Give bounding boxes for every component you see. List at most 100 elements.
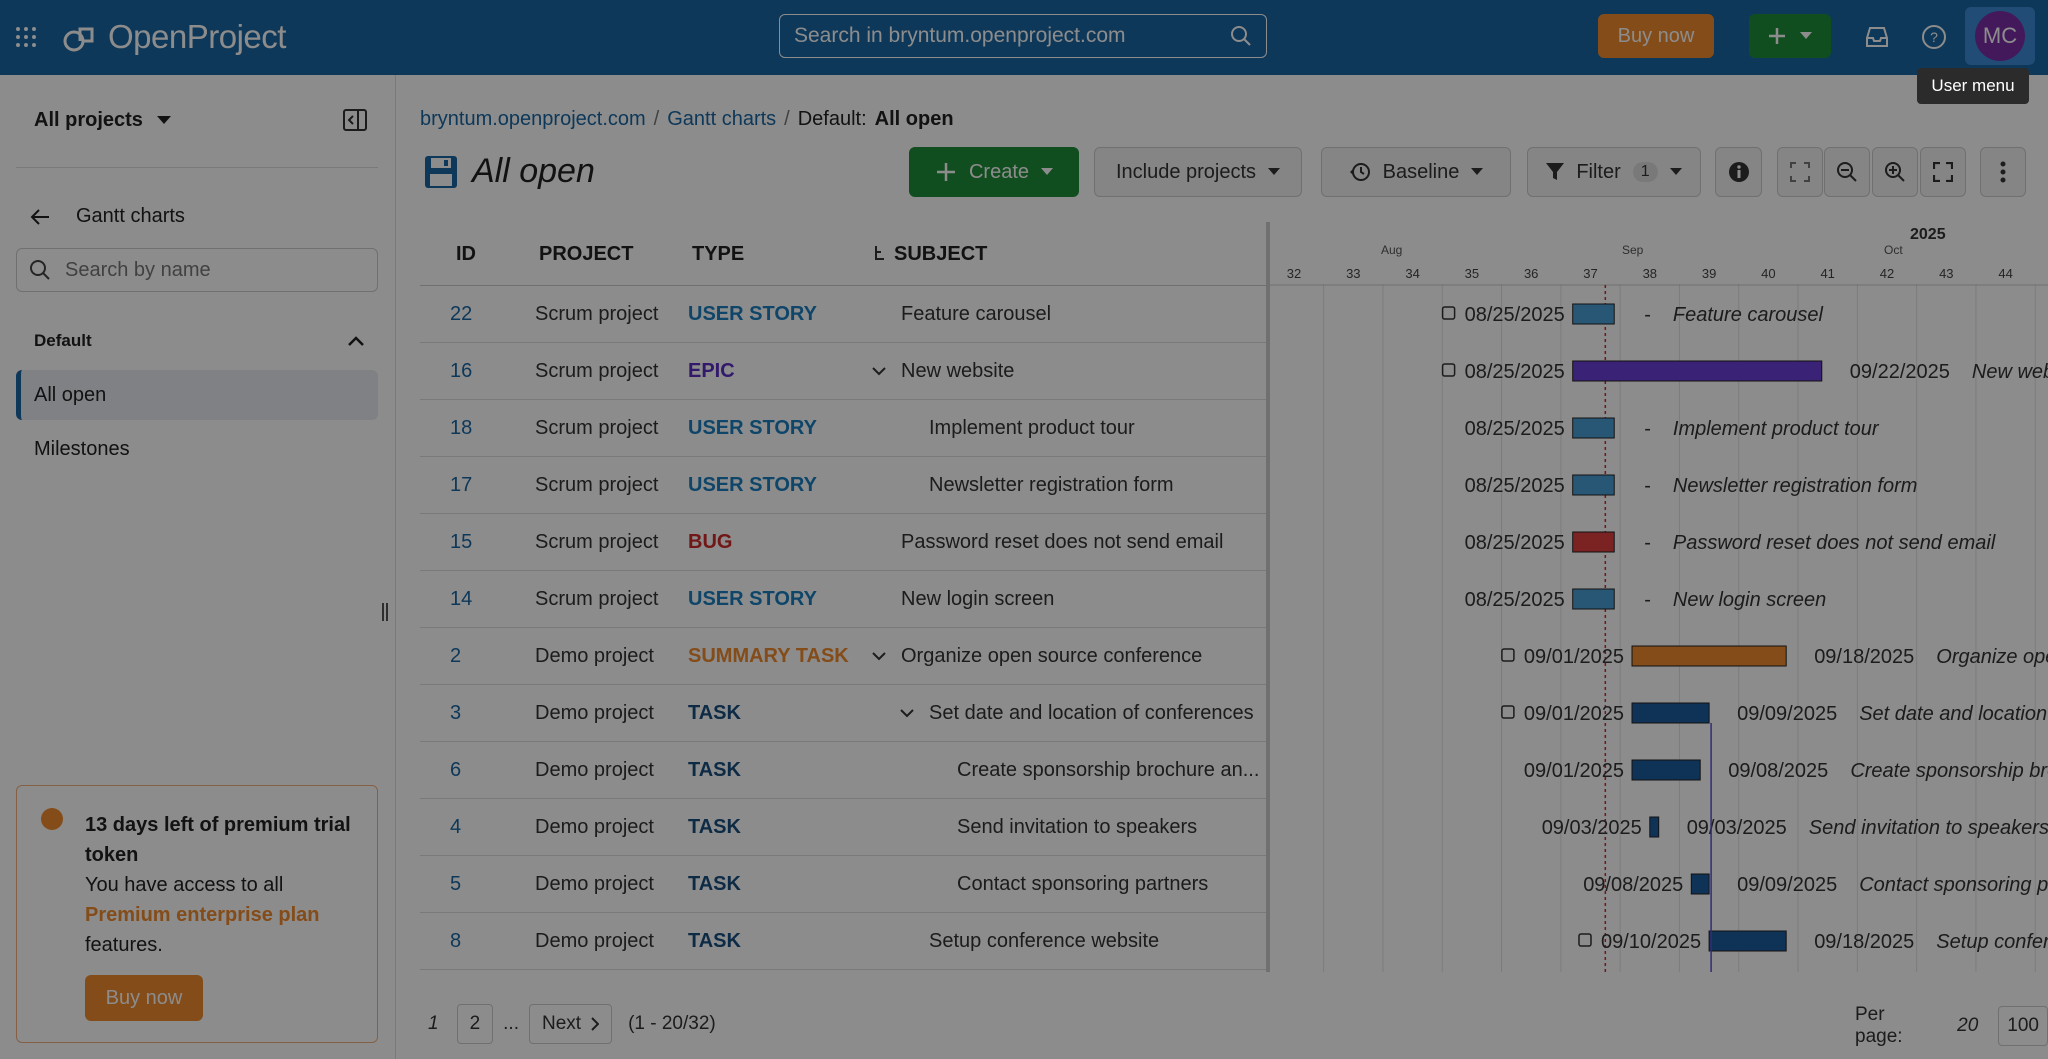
row-id-link[interactable]: 18 [450, 417, 473, 439]
row-subject[interactable]: Send invitation to speakers [957, 816, 1198, 838]
column-header-project[interactable]: PROJECT [539, 242, 634, 265]
row-subject[interactable]: Newsletter registration form [929, 474, 1174, 496]
table-row[interactable]: 14 Scrum project USER STORY New login scree… [420, 571, 1266, 628]
premium-plan-link[interactable]: Premium enterprise plan [85, 904, 320, 926]
filter-button[interactable]: Filter 1 [1527, 147, 1701, 197]
baseline-button[interactable]: Baseline [1321, 147, 1511, 197]
breadcrumb-site[interactable]: bryntum.openproject.com [420, 108, 646, 130]
gantt-bar[interactable] [1572, 303, 1615, 325]
create-label: Create [968, 160, 1030, 183]
row-subject[interactable]: New login screen [901, 588, 1055, 610]
gantt-bar[interactable] [1572, 474, 1615, 496]
gantt-bar[interactable] [1649, 816, 1660, 838]
row-id-link[interactable]: 2 [450, 645, 462, 667]
row-type: EPIC [688, 360, 735, 382]
row-subject[interactable]: New website [901, 360, 1015, 382]
row-id-link[interactable]: 4 [450, 816, 462, 838]
column-header-subject[interactable]: SUBJECT [874, 222, 987, 286]
row-type: USER STORY [688, 588, 817, 610]
breadcrumb-gantt[interactable]: Gantt charts [667, 108, 777, 130]
sidebar-section-default[interactable]: Default [34, 331, 364, 351]
global-search-input[interactable]: Search in bryntum.openproject.com [779, 14, 1267, 58]
row-subject[interactable]: Create sponsorship brochure an... [957, 759, 1260, 781]
per-page-100[interactable]: 100 [1998, 1006, 2048, 1046]
table-row[interactable]: 22 Scrum project USER STORY Feature carouse… [420, 286, 1266, 343]
gantt-chart[interactable]: 2025 Aug Sep Oct 32 33 34 35 36 37 38 39 40 41 42 43 44 0… [1266, 222, 2048, 972]
table-row[interactable]: 16 Scrum project EPIC New website [420, 343, 1266, 400]
expand-chevron-icon[interactable] [872, 652, 886, 661]
row-id-link[interactable]: 5 [450, 873, 462, 895]
expand-chevron-icon[interactable] [900, 709, 914, 718]
back-to-gantt-link[interactable]: Gantt charts [30, 205, 185, 228]
gantt-bar[interactable] [1631, 645, 1787, 667]
zoom-in-button[interactable] [1872, 147, 1918, 197]
gantt-bar[interactable] [1690, 873, 1710, 895]
column-header-id[interactable]: ID [456, 242, 476, 265]
table-row[interactable]: 5 Demo project TASK Contact sponsoring part… [420, 856, 1266, 913]
per-page-20[interactable]: 20 [1957, 1015, 1979, 1036]
quick-add-button[interactable] [1749, 14, 1831, 58]
table-row[interactable]: 15 Scrum project BUG Password reset does no… [420, 514, 1266, 571]
next-page-button[interactable]: Next [529, 1004, 613, 1044]
row-id-link[interactable]: 22 [450, 303, 473, 325]
trial-buy-now-button[interactable]: Buy now [85, 975, 203, 1021]
save-icon[interactable] [424, 155, 458, 189]
row-id-link[interactable]: 17 [450, 474, 473, 496]
column-header-type[interactable]: TYPE [692, 242, 745, 265]
table-row[interactable]: 3 Demo project TASK Set date and location o… [420, 685, 1266, 742]
zoom-auto-button[interactable] [1777, 147, 1823, 197]
row-id-link[interactable]: 8 [450, 930, 462, 952]
help-icon[interactable]: ? [1921, 24, 1947, 50]
table-row[interactable]: 6 Demo project TASK Create sponsorship broc… [420, 742, 1266, 799]
gantt-start-date: 08/25/2025 [1465, 532, 1565, 554]
table-row[interactable]: 4 Demo project TASK Send invitation to spea… [420, 799, 1266, 856]
gantt-bar[interactable] [1708, 930, 1787, 952]
row-subject[interactable]: Password reset does not send email [901, 531, 1224, 553]
row-id-link[interactable]: 15 [450, 531, 473, 553]
sidebar-resize-handle[interactable] [380, 603, 390, 621]
gantt-bar[interactable] [1572, 417, 1615, 439]
row-subject[interactable]: Set date and location of conferences [929, 702, 1254, 724]
table-row[interactable]: 18 Scrum project USER STORY Implement produ… [420, 400, 1266, 457]
inbox-icon[interactable] [1864, 24, 1890, 50]
collapse-sidebar-icon[interactable] [342, 107, 368, 133]
include-projects-label: Include projects [1115, 160, 1257, 183]
row-subject[interactable]: Organize open source conference [901, 645, 1203, 667]
user-menu-button[interactable]: MC [1965, 7, 2035, 65]
sidebar-item-all-open[interactable]: All open [16, 370, 378, 420]
gantt-bar[interactable] [1631, 759, 1701, 781]
sidebar-item-milestones[interactable]: Milestones [34, 437, 130, 460]
page-2-link[interactable]: 2 [456, 1004, 494, 1044]
gantt-bar[interactable] [1572, 531, 1615, 553]
app-grid-icon[interactable] [14, 25, 38, 49]
openproject-logo[interactable]: OpenProject [62, 18, 286, 56]
details-view-button[interactable] [1715, 147, 1762, 197]
zoom-out-button[interactable] [1824, 147, 1870, 197]
gantt-bar[interactable] [1572, 360, 1823, 382]
search-icon[interactable] [1230, 25, 1252, 47]
row-id-link[interactable]: 14 [450, 588, 473, 610]
expand-chevron-icon[interactable] [872, 367, 886, 376]
row-id-link[interactable]: 6 [450, 759, 462, 781]
gantt-bar[interactable] [1631, 702, 1710, 724]
row-subject[interactable]: Contact sponsoring partners [957, 873, 1209, 895]
row-subject[interactable]: Setup conference website [929, 930, 1160, 952]
table-row[interactable]: 2 Demo project SUMMARY TASK Organize open s… [420, 628, 1266, 685]
fullscreen-button[interactable] [1920, 147, 1966, 197]
top-header: OpenProject Search in bryntum.openprojec… [0, 0, 2048, 75]
row-subject[interactable]: Implement product tour [929, 417, 1135, 439]
breadcrumb: bryntum.openproject.com / Gantt charts /… [420, 108, 954, 131]
row-id-link[interactable]: 3 [450, 702, 462, 724]
row-id-link[interactable]: 16 [450, 360, 473, 382]
buy-now-button[interactable]: Buy now [1598, 14, 1714, 58]
include-projects-button[interactable]: Include projects [1094, 147, 1302, 197]
row-type: USER STORY [688, 417, 817, 439]
sidebar-search-input[interactable]: Search by name [16, 248, 378, 292]
row-subject[interactable]: Feature carousel [901, 303, 1052, 325]
create-button[interactable]: Create [909, 147, 1079, 197]
table-row[interactable]: 17 Scrum project USER STORY Newsletter regi… [420, 457, 1266, 514]
table-row[interactable]: 8 Demo project TASK Setup conference websit… [420, 913, 1266, 970]
more-actions-button[interactable] [1980, 147, 2026, 197]
gantt-bar[interactable] [1572, 588, 1615, 610]
project-select[interactable]: All projects [34, 109, 171, 132]
